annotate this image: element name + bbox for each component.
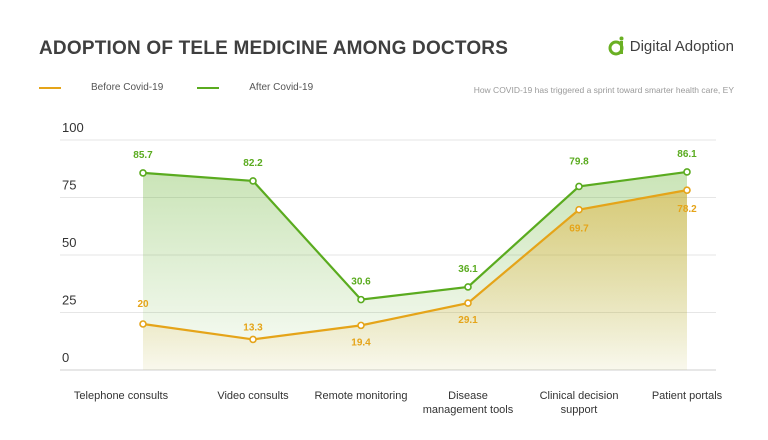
- brand-logo: Digital Adoption: [608, 36, 734, 56]
- before-point: [139, 320, 147, 328]
- before-data-label: 13.3: [243, 322, 263, 333]
- after-point: [249, 177, 257, 185]
- before-point: [575, 205, 583, 214]
- before-point: [683, 186, 691, 194]
- legend-swatch-before: [39, 86, 61, 89]
- legend-item-before: Before Covid-19: [39, 82, 163, 93]
- x-category-label: management tools: [423, 404, 514, 416]
- before-point: [357, 321, 365, 330]
- after-data-label: 36.1: [458, 264, 478, 275]
- after-point: [139, 169, 147, 177]
- before-series-line: [142, 189, 688, 341]
- x-category-label: Clinical decision: [540, 390, 619, 402]
- after-point: [683, 168, 691, 176]
- after-data-label: 30.6: [351, 277, 371, 288]
- x-category-label: Video consults: [217, 390, 289, 402]
- after-data-label: 85.7: [133, 150, 153, 161]
- chart-legend: Before Covid-19 After Covid-19: [39, 82, 347, 93]
- x-category-label: support: [561, 404, 598, 416]
- before-data-label: 20: [137, 299, 149, 310]
- before-area: [143, 190, 687, 370]
- after-series-line: [142, 170, 688, 301]
- x-category-label: Disease: [448, 390, 488, 402]
- before-data-label: 78.2: [677, 204, 697, 215]
- x-category-label: Patient portals: [652, 390, 723, 402]
- before-point: [249, 335, 257, 344]
- after-data-label: 86.1: [677, 149, 697, 160]
- y-tick-label: 75: [62, 178, 76, 193]
- x-category-label: Telephone consults: [74, 390, 169, 402]
- digital-adoption-logo-icon: [608, 36, 624, 56]
- before-point: [464, 299, 472, 307]
- before-data-label: 19.4: [351, 337, 371, 348]
- after-data-label: 82.2: [243, 158, 263, 169]
- legend-item-after: After Covid-19: [197, 82, 313, 93]
- legend-swatch-after: [197, 86, 220, 89]
- brand-name: Digital Adoption: [629, 37, 734, 55]
- x-category-label: Remote monitoring: [315, 390, 408, 402]
- y-tick-label: 0: [62, 350, 69, 365]
- legend-label-before: Before Covid-19: [91, 82, 164, 93]
- y-tick-label: 50: [62, 235, 76, 250]
- after-point: [464, 283, 472, 291]
- chart-title: ADOPTION OF TELE MEDICINE AMONG DOCTORS: [39, 38, 509, 59]
- after-point: [575, 182, 583, 191]
- y-tick-label: 25: [62, 293, 76, 308]
- before-data-label: 69.7: [569, 224, 589, 235]
- source-note: How COVID-19 has triggered a sprint towa…: [473, 85, 734, 95]
- legend-label-after: After Covid-19: [249, 82, 314, 93]
- y-tick-label: 100: [62, 120, 84, 135]
- after-data-label: 79.8: [569, 156, 589, 167]
- before-data-label: 29.1: [458, 315, 478, 326]
- after-point: [357, 295, 365, 304]
